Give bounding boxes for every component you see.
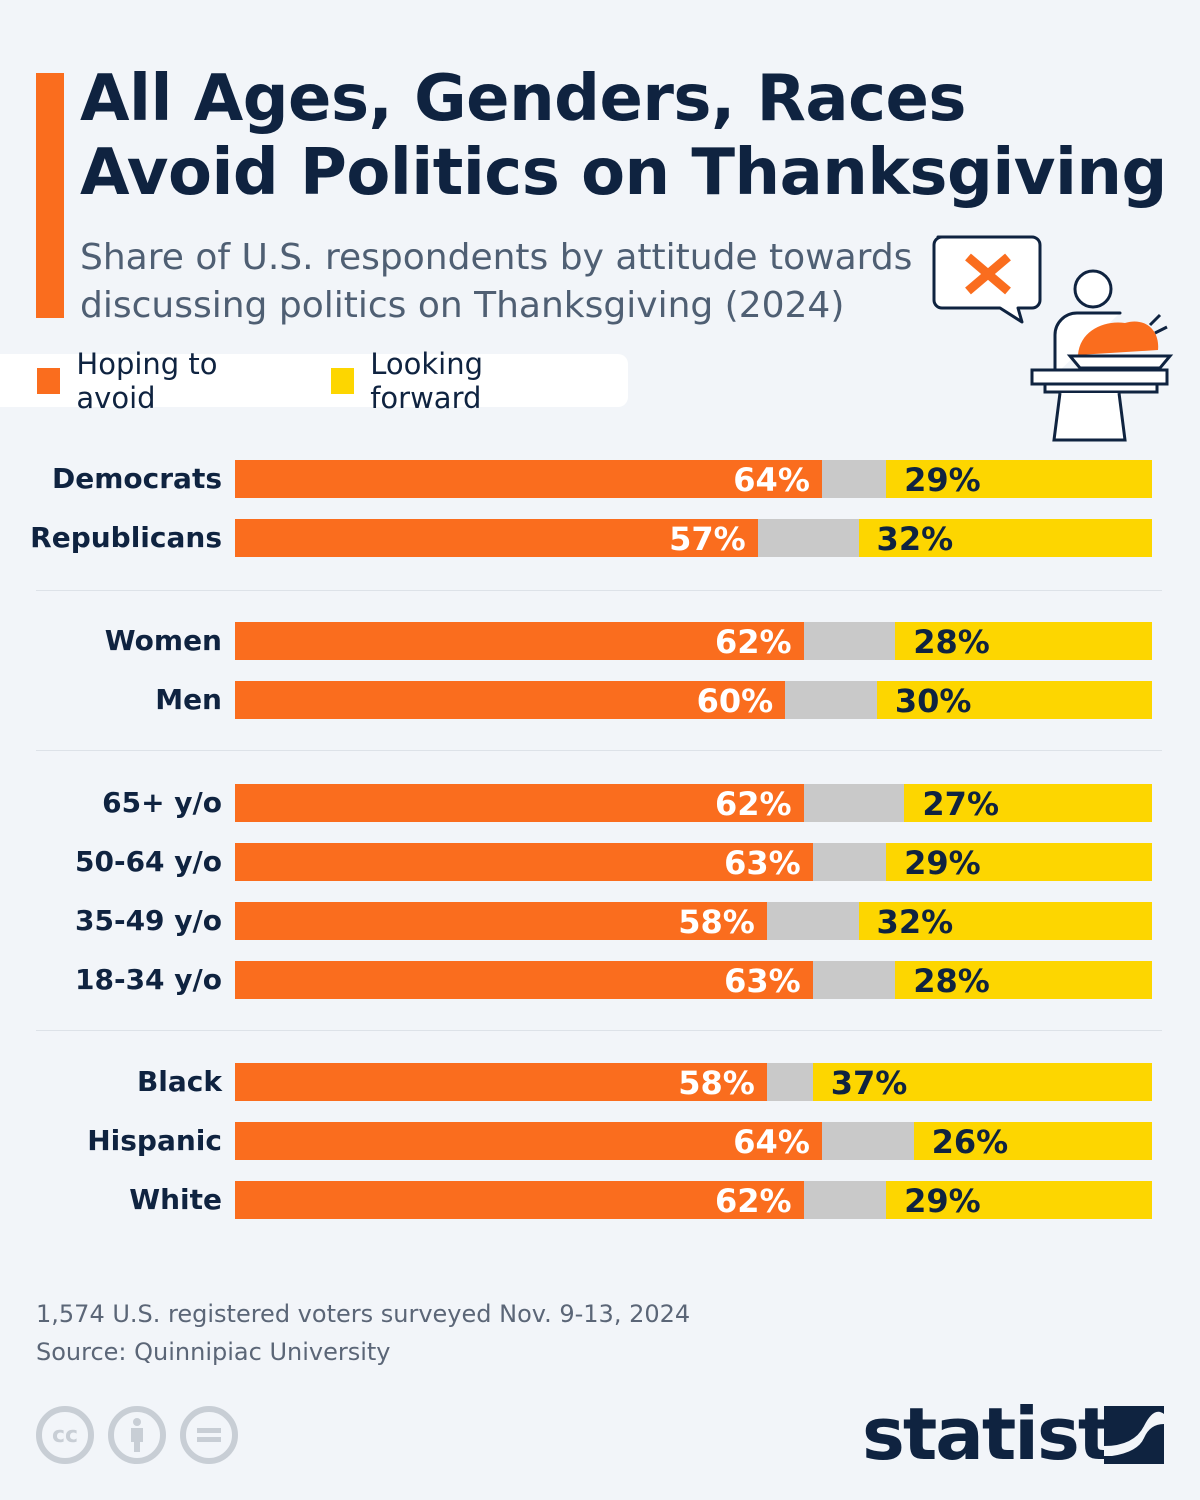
value-label-avoid: 63%: [724, 844, 801, 882]
value-label-forward: 29%: [904, 461, 981, 499]
value-label-forward: 32%: [876, 903, 954, 941]
value-label-avoid: 62%: [714, 785, 792, 823]
row-label: Democrats: [52, 462, 222, 495]
value-label-forward: 32%: [876, 520, 954, 558]
value-label-avoid: 60%: [696, 682, 774, 720]
value-label-avoid: 62%: [714, 1182, 792, 1220]
row-label: Women: [104, 624, 222, 657]
value-label-avoid: 57%: [669, 520, 746, 558]
statista-logo-mark-icon: [1104, 1406, 1164, 1464]
value-label-forward: 27%: [922, 785, 999, 823]
group-divider: [36, 590, 1162, 591]
value-label-forward: 30%: [894, 682, 972, 720]
title-accent-bar: [36, 73, 64, 318]
row-label: 50-64 y/o: [74, 845, 222, 878]
cc-text: cc: [51, 1422, 79, 1448]
row-label: 35-49 y/o: [74, 904, 222, 937]
bar-forward: [904, 784, 1152, 822]
value-label-forward: 28%: [913, 623, 990, 661]
value-label-avoid: 63%: [724, 962, 801, 1000]
no-derivatives-icon[interactable]: [180, 1406, 238, 1464]
value-label-avoid: 58%: [678, 903, 755, 941]
legend-swatch-avoid: [37, 367, 61, 394]
source-note: Source: Quinnipiac University: [36, 1338, 391, 1366]
value-label-avoid: 58%: [678, 1064, 755, 1102]
attribution-icon[interactable]: [108, 1406, 166, 1464]
bar-avoid: [235, 843, 813, 881]
row-label: 18-34 y/o: [74, 963, 222, 996]
value-label-forward: 29%: [904, 844, 981, 882]
bar-avoid: [235, 784, 804, 822]
row-label: Black: [136, 1065, 222, 1098]
value-label-forward: 26%: [931, 1123, 1009, 1161]
legend-item-avoid: Hoping to avoid: [37, 347, 283, 415]
bar-forward: [913, 1122, 1152, 1160]
bar-avoid: [235, 622, 804, 660]
statista-logo[interactable]: statista: [862, 1392, 1164, 1476]
survey-note: 1,574 U.S. registered voters surveyed No…: [36, 1300, 691, 1328]
bar-forward: [886, 1181, 1152, 1219]
bar-avoid: [235, 1181, 804, 1219]
legend-swatch-forward: [330, 367, 355, 394]
value-label-forward: 28%: [913, 962, 990, 1000]
bar-forward: [895, 961, 1152, 999]
row-label: White: [129, 1183, 222, 1216]
legend-label-forward: Looking forward: [370, 346, 483, 415]
row-label: 65+ y/o: [102, 786, 222, 819]
bar-forward: [886, 843, 1152, 881]
legend-item-forward: Looking forward: [330, 346, 580, 415]
legend-label-avoid: Hoping to avoid: [76, 346, 218, 415]
value-label-avoid: 62%: [714, 623, 792, 661]
group-divider: [36, 750, 1162, 751]
bar-forward: [895, 622, 1152, 660]
bar-forward: [858, 519, 1152, 557]
bar-avoid: [235, 460, 822, 498]
bar-forward: [858, 902, 1152, 940]
legend: Hoping to avoid Looking forward: [0, 347, 628, 415]
bar-forward: [876, 681, 1152, 719]
bar-forward: [886, 460, 1152, 498]
value-label-avoid: 64%: [733, 461, 810, 499]
chart-subtitle: Share of U.S. respondents by attitude to…: [80, 237, 913, 326]
thanksgiving-illustration-icon: [932, 235, 1174, 442]
value-label-forward: 37%: [830, 1064, 908, 1102]
bar-avoid: [235, 1122, 822, 1160]
row-label: Republicans: [30, 521, 222, 554]
group-divider: [36, 1030, 1162, 1031]
bar-avoid: [235, 519, 758, 557]
bar-avoid: [235, 1063, 767, 1101]
bar-forward: [812, 1063, 1152, 1101]
bar-avoid: [235, 902, 767, 940]
bar-avoid: [235, 681, 786, 719]
value-label-avoid: 64%: [733, 1123, 810, 1161]
chart-title: All Ages, Genders, Races Avoid Politics …: [80, 62, 1167, 210]
row-label: Hispanic: [87, 1124, 222, 1157]
value-label-forward: 29%: [904, 1182, 981, 1220]
row-label: Men: [155, 683, 222, 716]
creative-commons-icon[interactable]: cc: [36, 1406, 94, 1464]
bar-avoid: [235, 961, 813, 999]
